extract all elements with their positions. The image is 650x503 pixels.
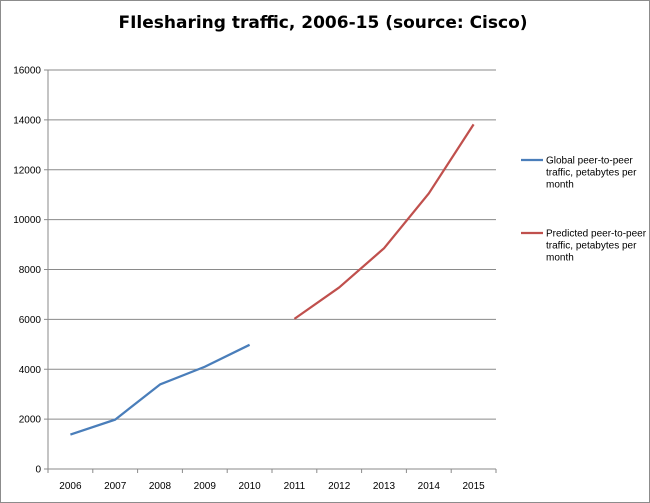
series-line-1 bbox=[293, 123, 475, 320]
y-axis-ticks: 0 2000 4000 6000 8000 10000 12000 14000 16000 bbox=[13, 66, 48, 476]
x-tick-label-2008: 2008 bbox=[149, 481, 172, 492]
legend-label-line: month bbox=[546, 253, 574, 264]
x-tick-label-2006: 2006 bbox=[59, 481, 82, 492]
y-tick-label: 2000 bbox=[19, 415, 42, 426]
x-tick-label-2009: 2009 bbox=[194, 481, 217, 492]
y-tick-label: 10000 bbox=[13, 215, 41, 226]
y-tick-label: 12000 bbox=[13, 165, 41, 176]
series-lines bbox=[70, 123, 475, 436]
x-tick-label-2007: 2007 bbox=[104, 481, 127, 492]
legend-label-1: Predicted peer-to-peer traffic, petabytes… bbox=[546, 229, 647, 264]
y-tick-label: 14000 bbox=[13, 115, 41, 126]
legend-label-line: Predicted peer-to-peer bbox=[546, 229, 647, 240]
chart-title: FIlesharing traffic, 2006-15 (source: Ci… bbox=[118, 13, 527, 33]
legend-label-0: Global peer-to-peer traffic, petabytes pe… bbox=[546, 156, 637, 191]
legend: Global peer-to-peer traffic, petabytes pe… bbox=[521, 156, 647, 264]
series-line-0 bbox=[70, 343, 251, 436]
y-tick-label: 8000 bbox=[19, 265, 42, 276]
x-tick-label-2013: 2013 bbox=[373, 481, 396, 492]
y-tick-label: 6000 bbox=[19, 315, 42, 326]
legend-label-line: traffic, petabytes per bbox=[546, 241, 637, 252]
x-tick-label-2015: 2015 bbox=[462, 481, 485, 492]
legend-label-line: Global peer-to-peer bbox=[546, 156, 633, 167]
x-tick-label-2012: 2012 bbox=[328, 481, 351, 492]
legend-label-line: traffic, petabytes per bbox=[546, 168, 637, 179]
x-tick-label-2011: 2011 bbox=[284, 481, 306, 492]
y-tick-label: 0 bbox=[35, 465, 41, 476]
y-tick-label: 4000 bbox=[19, 365, 42, 376]
y-tick-label: 16000 bbox=[13, 66, 41, 77]
x-tick-label-2014: 2014 bbox=[418, 481, 441, 492]
x-axis-ticks: 2006 2007 2008 2009 2010 2011 2012 2013 2014 2015 bbox=[47, 469, 497, 492]
legend-label-line: month bbox=[546, 180, 574, 191]
grid-lines bbox=[48, 69, 496, 420]
x-tick-label-2010: 2010 bbox=[238, 481, 261, 492]
